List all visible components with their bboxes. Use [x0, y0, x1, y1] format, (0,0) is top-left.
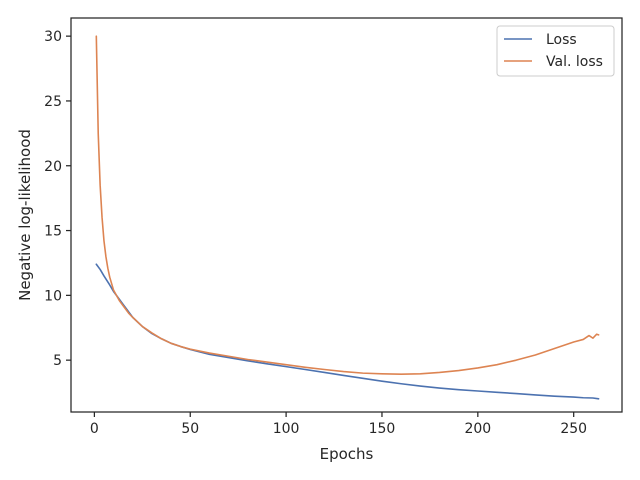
x-tick-label: 100 [273, 421, 300, 437]
legend: Loss Val. loss [496, 25, 615, 77]
y-tick-label: 25 [44, 94, 62, 110]
series-line-val-loss [95, 35, 600, 375]
plot-area [71, 18, 622, 412]
x-tick-label: 200 [464, 421, 491, 437]
y-axis-label: Negative log-likelihood [16, 129, 34, 301]
legend-label-val-loss: Val. loss [546, 54, 603, 70]
legend-label-loss: Loss [546, 32, 577, 48]
series-layer [95, 35, 600, 400]
y-tick-label: 10 [44, 288, 62, 304]
x-tick-label: 50 [181, 421, 199, 437]
y-axis-ticks: 5 10 15 20 25 30 [44, 29, 71, 369]
y-tick-label: 5 [53, 353, 62, 369]
y-tick-label: 30 [44, 29, 62, 45]
x-tick-label: 0 [90, 421, 99, 437]
x-tick-label: 150 [369, 421, 396, 437]
x-axis-ticks: 0 50 100 150 200 250 [90, 412, 587, 437]
plot-frame [70, 17, 623, 413]
y-tick-label: 15 [44, 224, 62, 240]
x-axis-label: Epochs [320, 445, 374, 463]
y-tick-label: 20 [44, 159, 62, 175]
x-tick-label: 250 [560, 421, 587, 437]
